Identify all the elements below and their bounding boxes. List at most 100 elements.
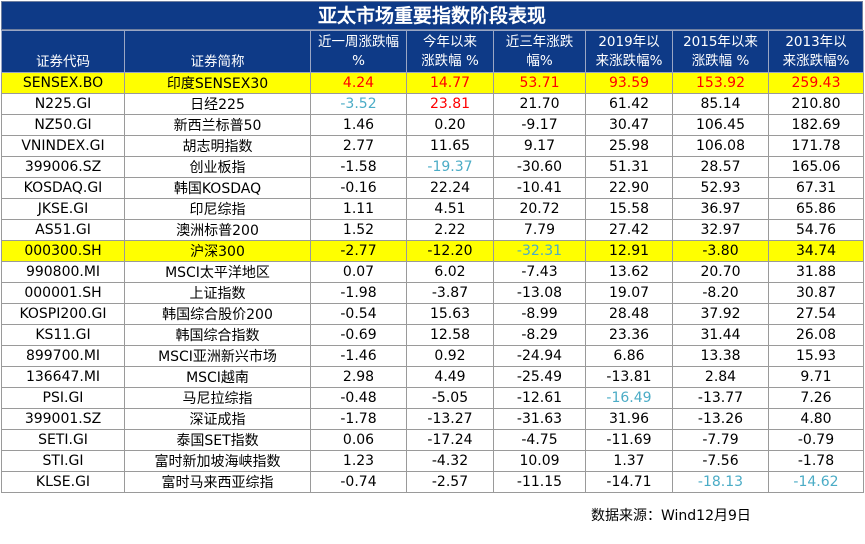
header-line: 2019年以 xyxy=(598,33,660,50)
return-value: -5.05 xyxy=(406,387,494,409)
table-row: KLSE.GI 富时马来西亚综指 -0.74 -2.57 -11.15 -14.71 -18… xyxy=(1,471,864,493)
return-value: -17.24 xyxy=(406,429,494,451)
security-code: KOSPI200.GI xyxy=(1,303,125,325)
return-value: 2.98 xyxy=(310,366,407,388)
return-value: 13.62 xyxy=(585,261,673,283)
return-value: -4.75 xyxy=(493,429,586,451)
return-value: 106.08 xyxy=(672,135,769,157)
return-value: 1.46 xyxy=(310,114,407,136)
security-name: 新西兰标普50 xyxy=(124,114,311,136)
table-row: 899700.MI MSCI亚洲新兴市场 -1.46 0.92 -24.94 6.86 13… xyxy=(1,345,864,367)
return-value: -11.69 xyxy=(585,429,673,451)
table-row: 399001.SZ 深证成指 -1.78 -13.27 -31.63 31.96 -13.2… xyxy=(1,408,864,430)
return-value: -3.87 xyxy=(406,282,494,304)
return-value: 15.58 xyxy=(585,198,673,220)
return-value: 53.71 xyxy=(493,72,586,94)
return-value: -12.20 xyxy=(406,240,494,262)
return-value: 85.14 xyxy=(672,93,769,115)
table-row: 000001.SH 上证指数 -1.98 -3.87 -13.08 19.07 -8.20 3… xyxy=(1,282,864,304)
return-value: 28.48 xyxy=(585,303,673,325)
return-value: 2.84 xyxy=(672,366,769,388)
table-row: KS11.GI 韩国综合指数 -0.69 12.58 -8.29 23.36 31.44 26… xyxy=(1,324,864,346)
return-value: 31.44 xyxy=(672,324,769,346)
return-value: -7.56 xyxy=(672,450,769,472)
return-value: 11.65 xyxy=(406,135,494,157)
header-line: 幅% xyxy=(526,52,553,69)
header-line: 2015年以来 xyxy=(683,33,758,50)
security-code: AS51.GI xyxy=(1,219,125,241)
return-value: 61.42 xyxy=(585,93,673,115)
return-value: 4.80 xyxy=(768,408,864,430)
return-value: -13.26 xyxy=(672,408,769,430)
header-line: 近三年涨跌 xyxy=(505,33,574,50)
table-row: 000300.SH 沪深300 -2.77 -12.20 -32.31 12.91 -3.8… xyxy=(1,240,864,262)
return-value: -1.78 xyxy=(310,408,407,430)
header-code: 证券代码 xyxy=(1,30,125,73)
return-value: 210.80 xyxy=(768,93,864,115)
table-row: SENSEX.BO 印度SENSEX30 4.24 14.77 53.71 93.59 15… xyxy=(1,72,864,94)
return-value: -13.77 xyxy=(672,387,769,409)
return-value: 65.86 xyxy=(768,198,864,220)
security-name: 印尼综指 xyxy=(124,198,311,220)
index-table-panel: 亚太市场重要指数阶段表现 证券代码 证券简称 近一周涨跌幅% 今年以来 涨跌幅 % 近三年… xyxy=(1,1,864,493)
return-value: 12.58 xyxy=(406,324,494,346)
security-name: 日经225 xyxy=(124,93,311,115)
security-name: MSCI太平洋地区 xyxy=(124,261,311,283)
return-value: 4.51 xyxy=(406,198,494,220)
security-code: VNINDEX.GI xyxy=(1,135,125,157)
return-value: -9.17 xyxy=(493,114,586,136)
index-performance-table: 证券代码 证券简称 近一周涨跌幅% 今年以来 涨跌幅 % 近三年涨跌 幅% 2019年以 来涨跌… xyxy=(1,30,864,493)
security-name: 韩国综合指数 xyxy=(124,324,311,346)
return-value: -1.46 xyxy=(310,345,407,367)
security-name: 马尼拉综指 xyxy=(124,387,311,409)
header-2015: 2015年以来 涨跌幅 % xyxy=(672,30,769,73)
security-name: 印度SENSEX30 xyxy=(124,72,311,94)
return-value: -13.08 xyxy=(493,282,586,304)
security-code: 899700.MI xyxy=(1,345,125,367)
table-row: KOSPI200.GI 韩国综合股价200 -0.54 15.63 -8.99 28.48… xyxy=(1,303,864,325)
return-value: 25.98 xyxy=(585,135,673,157)
return-value: -7.79 xyxy=(672,429,769,451)
security-name: 澳洲标普200 xyxy=(124,219,311,241)
security-code: STI.GI xyxy=(1,450,125,472)
return-value: -18.13 xyxy=(672,471,769,493)
return-value: 1.11 xyxy=(310,198,407,220)
return-value: -3.80 xyxy=(672,240,769,262)
table-row: STI.GI 富时新加坡海峡指数 1.23 -4.32 10.09 1.37 -7.56 -1… xyxy=(1,450,864,472)
security-code: PSI.GI xyxy=(1,387,125,409)
table-row: VNINDEX.GI 胡志明指数 2.77 11.65 9.17 25.98 106.08 1… xyxy=(1,135,864,157)
table-row: 399006.SZ 创业板指 -1.58 -19.37 -30.60 51.31 28.57… xyxy=(1,156,864,178)
return-value: 106.45 xyxy=(672,114,769,136)
return-value: 182.69 xyxy=(768,114,864,136)
table-body: SENSEX.BO 印度SENSEX30 4.24 14.77 53.71 93.59 15… xyxy=(1,72,864,493)
security-code: NZ50.GI xyxy=(1,114,125,136)
security-name: MSCI亚洲新兴市场 xyxy=(124,345,311,367)
return-value: 0.07 xyxy=(310,261,407,283)
security-name: 富时新加坡海峡指数 xyxy=(124,450,311,472)
return-value: 9.71 xyxy=(768,366,864,388)
return-value: 14.77 xyxy=(406,72,494,94)
return-value: 6.02 xyxy=(406,261,494,283)
return-value: -32.31 xyxy=(493,240,586,262)
return-value: 4.49 xyxy=(406,366,494,388)
return-value: 32.97 xyxy=(672,219,769,241)
return-value: 165.06 xyxy=(768,156,864,178)
return-value: 93.59 xyxy=(585,72,673,94)
return-value: 2.22 xyxy=(406,219,494,241)
table-row: NZ50.GI 新西兰标普50 1.46 0.20 -9.17 30.47 106.45 18… xyxy=(1,114,864,136)
return-value: -0.54 xyxy=(310,303,407,325)
security-code: N225.GI xyxy=(1,93,125,115)
return-value: -10.41 xyxy=(493,177,586,199)
return-value: 28.57 xyxy=(672,156,769,178)
return-value: 9.17 xyxy=(493,135,586,157)
return-value: 6.86 xyxy=(585,345,673,367)
return-value: -0.69 xyxy=(310,324,407,346)
header-line: 涨跌幅 % xyxy=(691,52,750,69)
return-value: 30.87 xyxy=(768,282,864,304)
return-value: 22.24 xyxy=(406,177,494,199)
return-value: 7.26 xyxy=(768,387,864,409)
return-value: -16.49 xyxy=(585,387,673,409)
security-code: 136647.MI xyxy=(1,366,125,388)
return-value: 2.77 xyxy=(310,135,407,157)
return-value: -8.29 xyxy=(493,324,586,346)
